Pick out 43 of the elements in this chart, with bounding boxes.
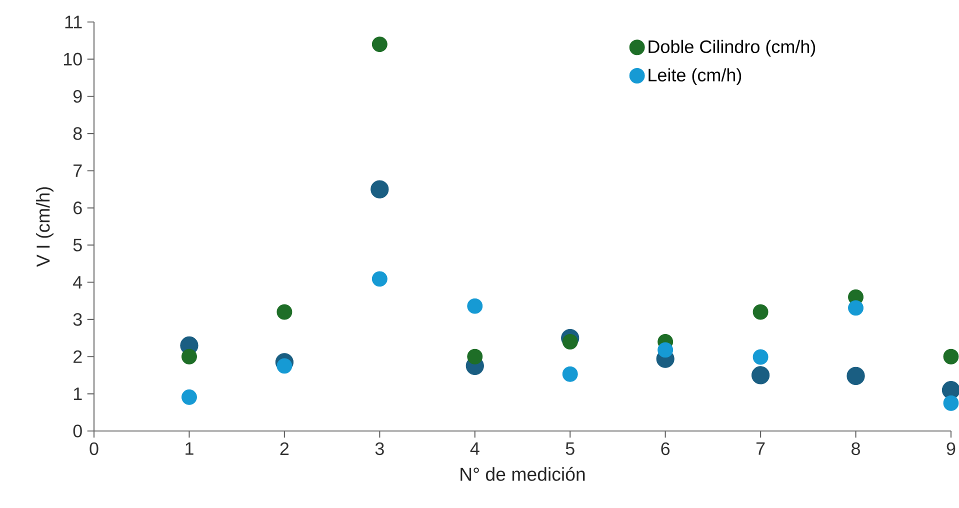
y-tick-label: 2 bbox=[74, 350, 82, 363]
point bbox=[658, 342, 674, 358]
y-tick-label: 4 bbox=[73, 276, 82, 288]
x-axis-title: N° de medición bbox=[460, 466, 585, 481]
y-tick-label: 11 bbox=[65, 16, 82, 28]
point bbox=[372, 271, 388, 287]
y-tick-label: 1 bbox=[74, 388, 82, 400]
legend-label: Doble Cilindro (cm/h) bbox=[648, 40, 816, 57]
point bbox=[372, 36, 388, 52]
y-tick-label: 9 bbox=[73, 90, 82, 103]
y-tick-label: 8 bbox=[73, 127, 82, 140]
point bbox=[370, 180, 389, 198]
point bbox=[752, 304, 768, 320]
point bbox=[848, 300, 864, 316]
point bbox=[181, 389, 197, 405]
x-tick-label: 6 bbox=[661, 442, 670, 456]
y-tick-label: 3 bbox=[73, 313, 82, 326]
point bbox=[846, 366, 865, 386]
x-tick-label: 5 bbox=[566, 442, 574, 455]
point bbox=[276, 358, 292, 374]
point bbox=[562, 366, 578, 382]
point bbox=[276, 304, 292, 320]
point bbox=[467, 298, 483, 314]
legend-label: Leite (cm/h) bbox=[648, 68, 742, 86]
x-tick-label: 8 bbox=[852, 442, 860, 456]
point bbox=[752, 349, 768, 365]
y-tick-label: 6 bbox=[74, 202, 82, 214]
x-tick-label: 7 bbox=[756, 442, 765, 455]
point bbox=[467, 348, 483, 364]
point bbox=[562, 334, 578, 350]
y-tick-label: 7 bbox=[74, 164, 82, 177]
x-tick-label: 3 bbox=[375, 442, 384, 456]
x-tick-label: 1 bbox=[186, 442, 194, 455]
x-tick-label: 2 bbox=[280, 442, 289, 455]
point bbox=[751, 366, 770, 384]
x-tick-label: 9 bbox=[946, 442, 956, 456]
y-tick-label: 0 bbox=[73, 424, 82, 438]
x-tick-label: 4 bbox=[470, 442, 480, 455]
y-axis-title: V I (cm/h) bbox=[36, 187, 54, 267]
point bbox=[181, 348, 197, 364]
y-tick-label: 5 bbox=[73, 238, 82, 252]
x-tick-label: 0 bbox=[90, 442, 98, 456]
y-tick-label: 10 bbox=[64, 52, 82, 66]
